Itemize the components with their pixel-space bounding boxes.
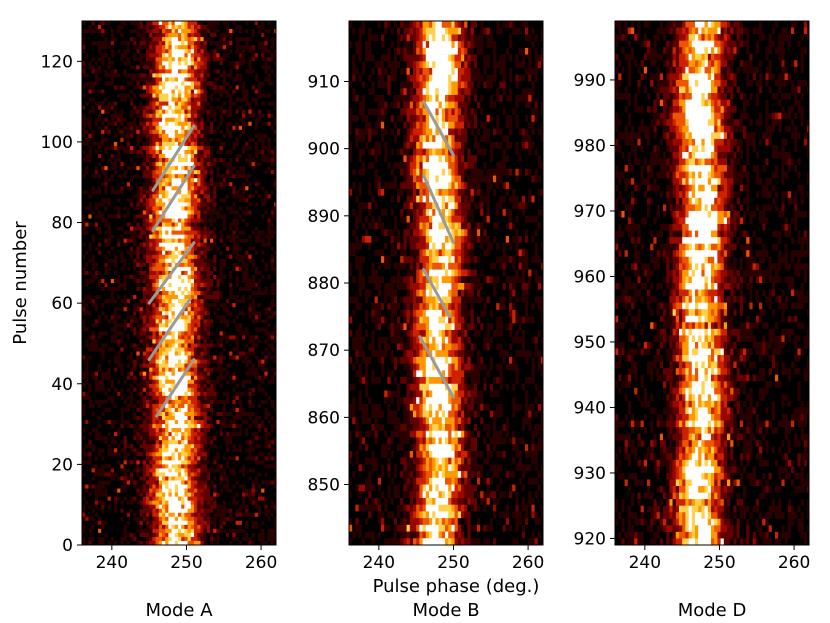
axes-frame — [81, 20, 277, 546]
x-tick-label: 240 — [96, 553, 128, 573]
driftband-line — [147, 297, 192, 362]
driftband-line — [155, 358, 196, 418]
y-tick-label: 890 — [308, 207, 340, 227]
y-tick-label: 870 — [308, 341, 340, 361]
y-tick-label: 990 — [574, 71, 606, 91]
y-tick-label: 940 — [574, 398, 606, 418]
y-tick-label: 930 — [574, 464, 606, 484]
driftband-line — [151, 124, 196, 192]
driftband-line — [147, 241, 196, 305]
x-tick-label: 250 — [170, 553, 202, 573]
y-axis-title: Pulse number — [10, 221, 31, 345]
driftband-line — [422, 100, 455, 157]
y-tick-label: 860 — [308, 408, 340, 428]
y-tick-label: 0 — [62, 536, 73, 556]
heatmap-cells — [615, 21, 809, 545]
driftband-line — [151, 164, 196, 233]
y-tick-label: 880 — [308, 274, 340, 294]
heatmap-cells — [349, 21, 543, 545]
axes-frame — [614, 20, 810, 546]
panel-caption: Mode A — [145, 600, 213, 621]
driftband-line — [422, 268, 452, 319]
y-tick-label: 120 — [41, 52, 73, 72]
y-tick-label: 80 — [51, 214, 73, 234]
y-tick-label: 920 — [574, 529, 606, 549]
panel-mode-d: 240 250 260 920 930 940 950 960 970 980 990 Mode D — [574, 20, 810, 621]
y-tick-label: 960 — [574, 267, 606, 287]
x-tick-label: 260 — [512, 553, 544, 573]
driftband-line — [418, 335, 455, 399]
y-tick-label: 900 — [308, 140, 340, 160]
panel-mode-b: 240 250 260 850 860 870 880 890 900 910 Mode B — [308, 20, 544, 621]
y-tick-label: 100 — [41, 133, 73, 153]
y-tick-label: 910 — [308, 72, 340, 92]
x-tick-label: 260 — [778, 553, 810, 573]
y-tick-label: 980 — [574, 136, 606, 156]
x-tick-label: 240 — [363, 553, 395, 573]
y-tick-label: 40 — [51, 375, 73, 395]
panel-caption: Mode B — [412, 600, 479, 621]
y-tick-label: 60 — [51, 294, 73, 314]
panel-caption: Mode D — [678, 600, 747, 621]
panel-mode-a: 240 250 260 0 20 40 60 80 100 120 Mode A — [41, 20, 277, 621]
y-tick-label: 850 — [308, 476, 340, 496]
y-tick-label: 20 — [51, 455, 73, 475]
x-tick-label: 260 — [245, 553, 277, 573]
x-axis-title: Pulse phase (deg.) — [373, 576, 540, 597]
y-tick-label: 950 — [574, 333, 606, 353]
heatmap-cells — [82, 21, 276, 545]
x-tick-label: 240 — [629, 553, 661, 573]
x-tick-label: 250 — [703, 553, 735, 573]
y-tick-label: 970 — [574, 202, 606, 222]
x-tick-label: 250 — [437, 553, 469, 573]
driftband-line — [422, 174, 455, 245]
